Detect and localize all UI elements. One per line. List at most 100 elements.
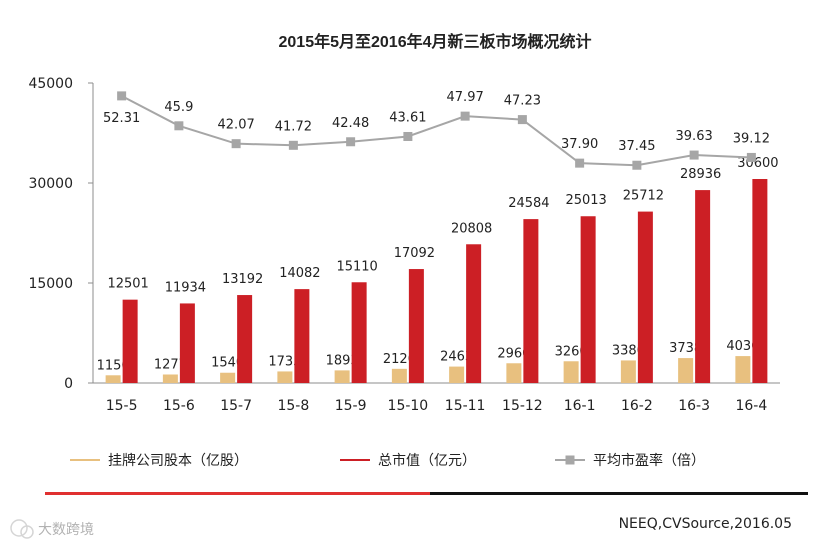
y-tick-label: 45000: [28, 76, 73, 92]
shares-data-label: 1156: [97, 358, 130, 373]
market-cap-bar: [752, 179, 768, 383]
divider-black: [430, 492, 808, 495]
market-cap-data-label: 15110: [336, 259, 377, 274]
watermark-text: 大数跨境: [38, 522, 94, 538]
shares-data-label: 1893: [326, 353, 359, 368]
pe-ratio-point: [288, 140, 298, 150]
pe-ratio-data-label: 47.23: [504, 94, 541, 109]
pe-ratio-line: [121, 95, 752, 167]
pe-ratio-point: [575, 158, 585, 168]
market-cap-bar: [637, 211, 653, 383]
pe-ratio-point: [403, 131, 413, 141]
market-cap-data-label: 11934: [165, 280, 206, 295]
shares-data-label: 2126: [383, 352, 416, 367]
y-axis: 0 15000 30000 45000: [28, 76, 94, 392]
chart-title: 2015年5月至2016年4月新三板市场概况统计: [279, 32, 592, 51]
shares-bar: [735, 356, 751, 383]
shares-bar: [277, 371, 293, 383]
pe-ratio-data-label: 39.12: [733, 131, 770, 146]
market-cap-bar: [408, 269, 424, 383]
watermark: 大数跨境: [10, 519, 94, 539]
pe-ratio-data-label: 37.90: [561, 137, 598, 152]
shares-data-label: 3386: [612, 343, 645, 358]
shares-data-label: 2960: [497, 346, 530, 361]
market-cap-data-label: 24584: [508, 196, 549, 211]
shares-bar: [105, 375, 121, 383]
shares-bar: [506, 363, 522, 383]
pe-ratio-point: [460, 111, 470, 121]
market-cap-data-label: 12501: [107, 277, 148, 292]
shares-data-label: 4036: [726, 339, 759, 354]
shares-data-label: 1735: [268, 354, 301, 369]
market-cap-bar: [695, 190, 711, 383]
market-cap-series: 12501 11934 13192 14082 15110 17092 20808 24584…: [107, 156, 779, 383]
shares-data-label: 3260: [555, 344, 588, 359]
pe-ratio-data-label: 41.72: [275, 119, 312, 134]
watermark-logo-icon: [10, 519, 34, 539]
x-tick-label: 15-7: [220, 398, 252, 414]
shares-bar: [391, 368, 407, 383]
market-cap-data-label: 17092: [394, 246, 435, 261]
shares-bar: [334, 370, 350, 383]
shares-data-label: 1540: [211, 356, 244, 371]
shares-bar: [449, 366, 465, 383]
market-cap-data-label: 13192: [222, 272, 263, 287]
pe-ratio-point: [346, 137, 356, 147]
x-tick-label: 15-6: [163, 398, 195, 414]
x-tick-label: 15-12: [502, 398, 543, 414]
x-tick-label: 15-9: [335, 398, 367, 414]
pe-ratio-point: [746, 152, 756, 162]
market-cap-data-label: 25013: [565, 193, 606, 208]
divider-red: [45, 492, 430, 495]
market-cap-bar: [179, 303, 195, 383]
pe-ratio-point: [117, 91, 127, 101]
market-cap-data-label: 14082: [279, 266, 320, 281]
market-cap-data-label: 30600: [737, 156, 778, 171]
pe-ratio-series: 52.31 45.9 42.07 41.72 42.48 43.61 47.97 47.23 3…: [103, 90, 770, 170]
market-cap-bar: [466, 244, 482, 383]
pe-ratio-point: [689, 150, 699, 160]
pe-ratio-data-label: 47.97: [447, 90, 484, 105]
pe-ratio-data-label: 37.45: [618, 139, 655, 154]
pe-ratio-data-label: 39.63: [676, 129, 713, 144]
x-tick-label: 15-11: [445, 398, 486, 414]
pe-ratio-point: [517, 115, 527, 125]
pe-ratio-point: [231, 139, 241, 149]
legend-marker: [565, 455, 575, 465]
market-cap-bar: [523, 219, 539, 383]
y-tick-label: 30000: [28, 176, 73, 192]
x-tick-label: 16-1: [564, 398, 596, 414]
legend-label: 挂牌公司股本（亿股）: [108, 452, 248, 469]
shares-bar: [620, 360, 636, 383]
y-tick-label: 0: [64, 376, 73, 392]
pe-ratio-data-label: 43.61: [389, 110, 426, 125]
x-tick-label: 16-3: [678, 398, 710, 414]
pe-ratio-point: [632, 160, 642, 170]
market-cap-bar: [351, 282, 367, 383]
market-cap-data-label: 28936: [680, 167, 721, 182]
shares-bar: [563, 361, 579, 383]
legend-label: 总市值（亿元）: [378, 452, 476, 469]
shares-bar: [678, 358, 694, 383]
x-tick-label: 16-2: [621, 398, 653, 414]
shares-series: 1156 1277 1540 1735 1893 2126 2463 2960 3260 3386…: [97, 339, 759, 383]
market-cap-bar: [580, 216, 596, 383]
pe-ratio-data-label: 45.9: [164, 100, 193, 115]
x-tick-label: 15-8: [277, 398, 309, 414]
shares-data-label: 2463: [440, 350, 473, 365]
x-tick-label: 15-10: [388, 398, 429, 414]
pe-ratio-data-label: 42.48: [332, 116, 369, 131]
y-tick-label: 15000: [28, 276, 73, 292]
market-cap-bar: [122, 299, 138, 383]
x-tick-label: 15-5: [106, 398, 138, 414]
x-tick-label: 16-4: [735, 398, 767, 414]
market-cap-data-label: 20808: [451, 221, 492, 236]
shares-data-label: 3738: [669, 341, 702, 356]
legend-label: 平均市盈率（倍）: [593, 452, 705, 469]
market-cap-bar: [237, 295, 253, 383]
market-cap-data-label: 25712: [623, 189, 664, 204]
x-axis: 15-5 15-6 15-7 15-8 15-9 15-10 15-11 15-12 16-1 1…: [93, 382, 780, 414]
shares-bar: [220, 372, 236, 383]
legend: 挂牌公司股本（亿股） 总市值（亿元） 平均市盈率（倍）: [70, 452, 705, 469]
